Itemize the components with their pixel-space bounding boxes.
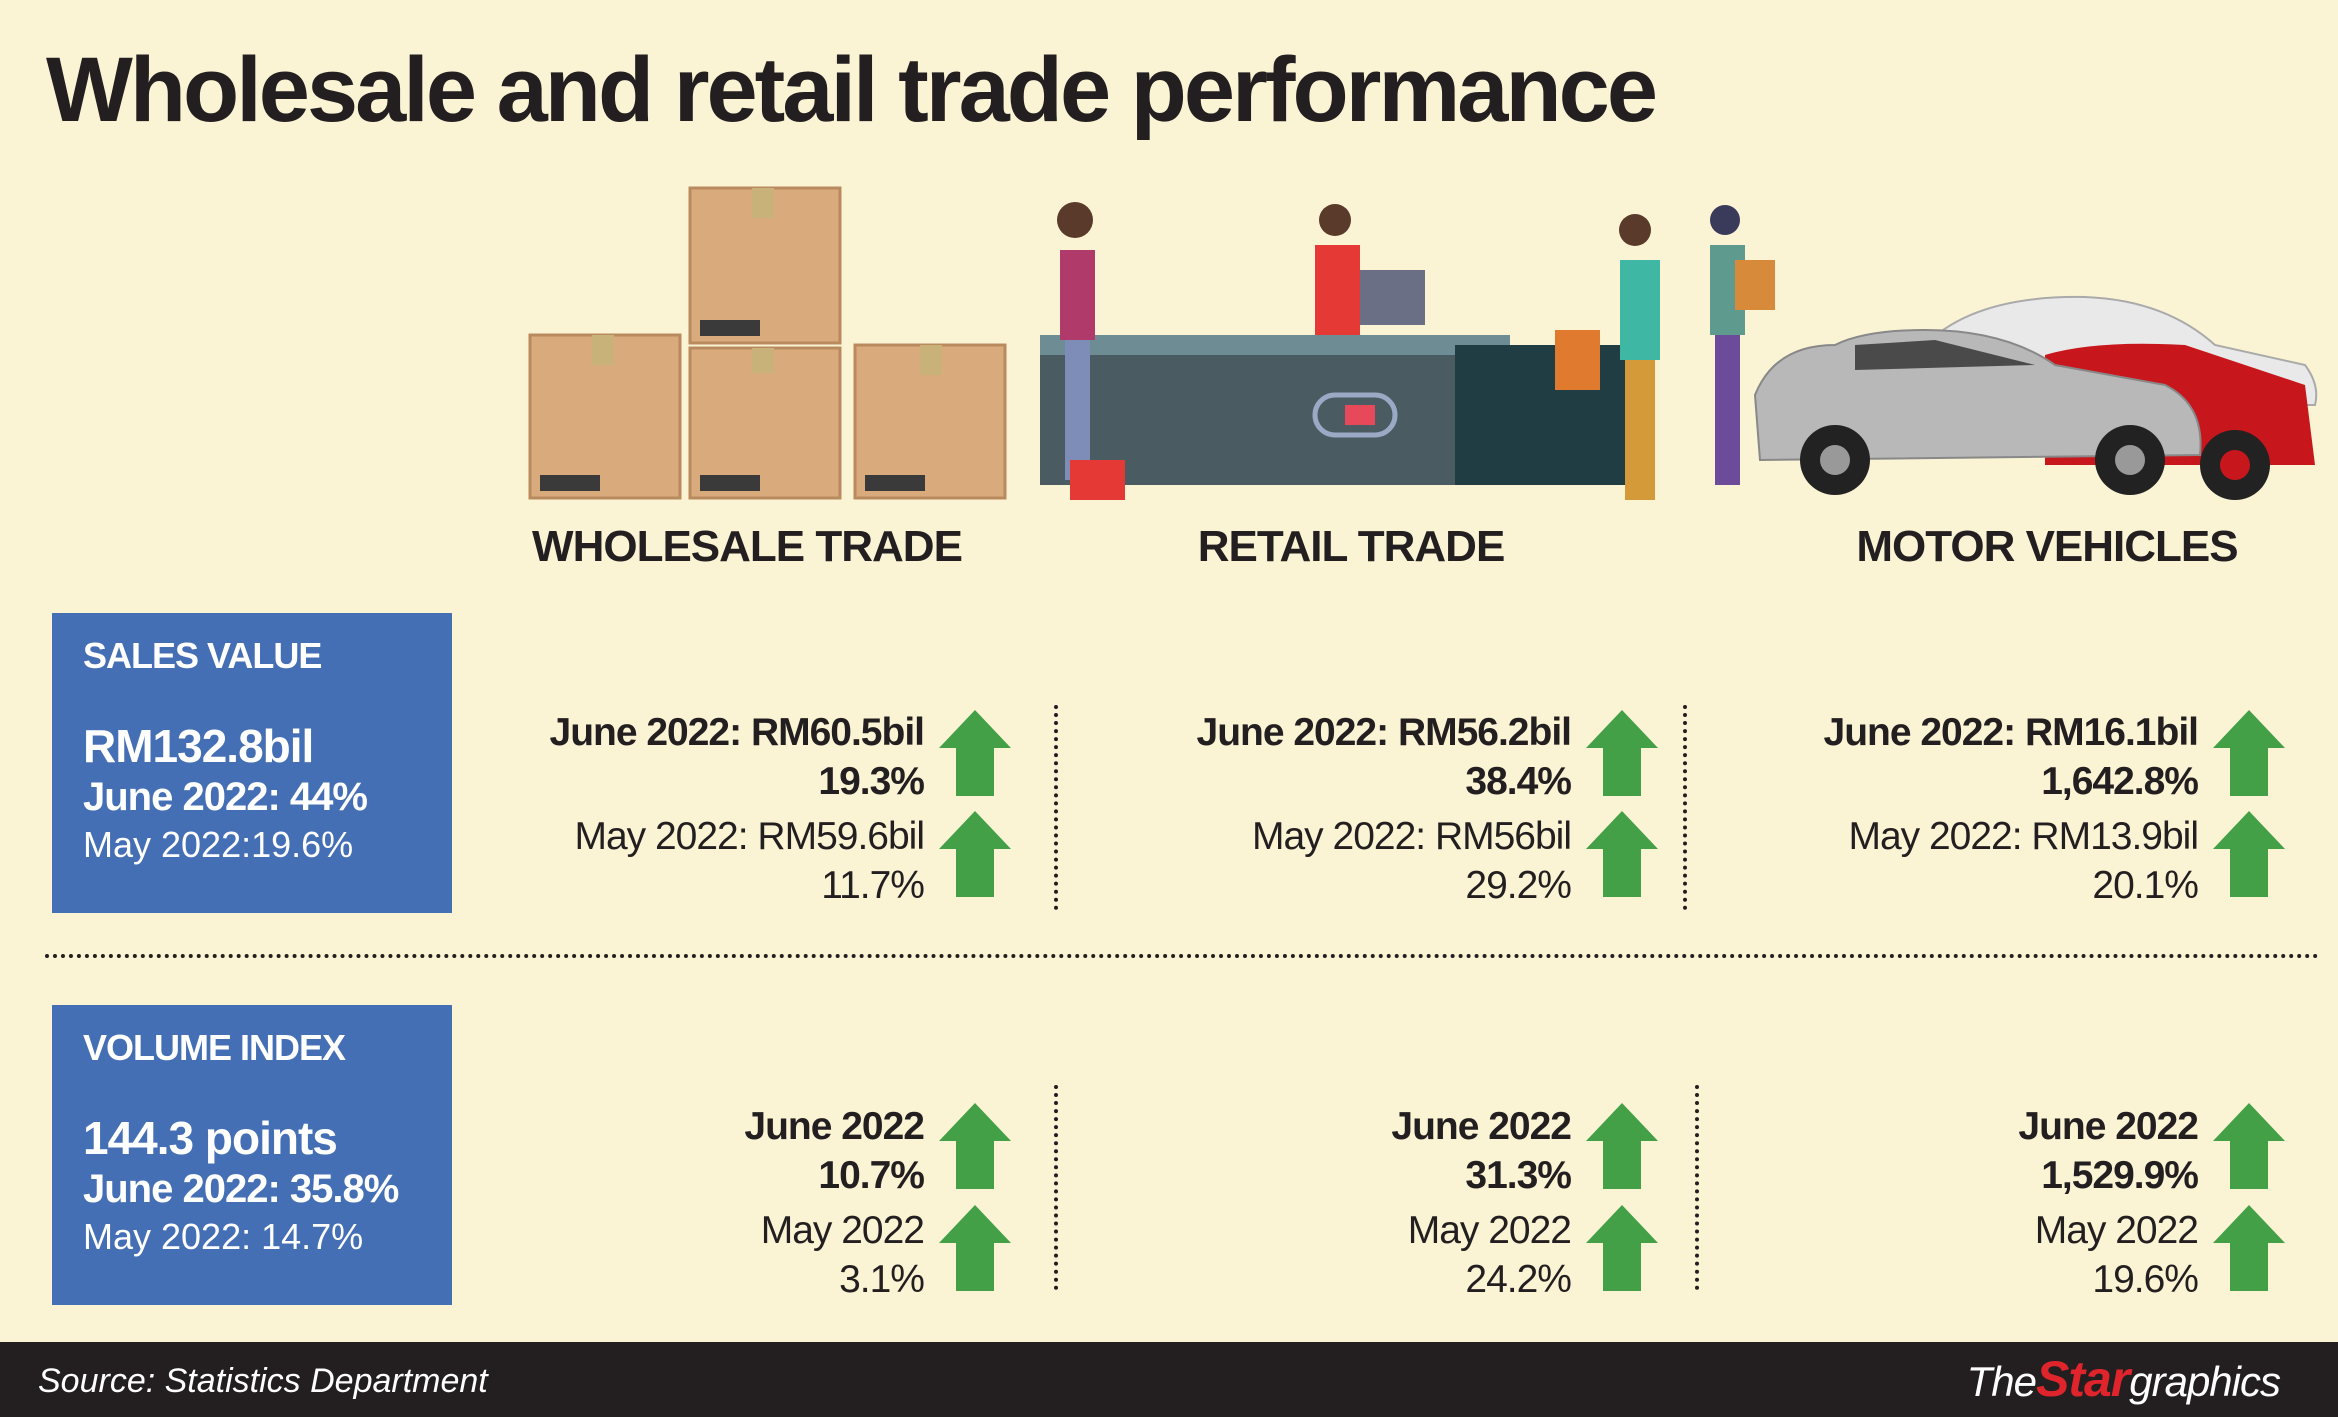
- june-value: June 2022: RM16.1bil: [1823, 711, 2200, 754]
- divider: [1054, 705, 1058, 910]
- retail-checkout-illustration: [1040, 202, 1775, 500]
- volume-index-label: VOLUME INDEX: [83, 1027, 346, 1068]
- june-pct: 31.3%: [1465, 1154, 1572, 1197]
- up-arrow-icon: [1586, 811, 1658, 897]
- header-wholesale-trade: WHOLESALE TRADE: [532, 522, 963, 571]
- footer-bar: [0, 1342, 2338, 1417]
- up-arrow-icon: [939, 710, 1011, 796]
- source-note: Source: Statistics Department: [38, 1362, 488, 1400]
- volume-index-may: May 2022: 14.7%: [83, 1216, 364, 1257]
- up-arrow-icon: [939, 811, 1011, 897]
- divider: [1695, 1085, 1699, 1290]
- up-arrow-icon: [2213, 811, 2285, 897]
- horizontal-divider: [45, 954, 2320, 958]
- page-title: Wholesale and retail trade performance: [46, 39, 1658, 141]
- up-arrow-icon: [1586, 1103, 1658, 1189]
- sales-retail: June 2022: RM56.2bil 38.4% May 2022: RM5…: [871, 708, 1573, 910]
- logo-star: Star: [2035, 1351, 2130, 1407]
- sales-wholesale: June 2022: RM60.5bil 19.3% May 2022: RM5…: [224, 708, 926, 910]
- may-pct: 19.6%: [2092, 1258, 2199, 1301]
- up-arrow-icon: [2213, 710, 2285, 796]
- up-arrow-icon: [2213, 1205, 2285, 1291]
- volume-index-total: 144.3 points: [83, 1112, 338, 1164]
- divider: [1683, 705, 1687, 910]
- may-pct: 20.1%: [2092, 864, 2199, 907]
- may-pct: 3.1%: [839, 1258, 925, 1301]
- up-arrow-icon: [939, 1103, 1011, 1189]
- may-value: May 2022: RM13.9bil: [1848, 815, 2199, 858]
- header-retail-trade: RETAIL TRADE: [1197, 522, 1506, 571]
- sales-motor: June 2022: RM16.1bil 1,642.8% May 2022: …: [1498, 708, 2200, 910]
- may-pct: 24.2%: [1465, 1258, 1572, 1301]
- sales-value-june: June 2022: 44%: [83, 775, 368, 819]
- may-label: May 2022: [2034, 1209, 2199, 1252]
- june-value: June 2022: RM56.2bil: [1196, 711, 1573, 754]
- cardboard-boxes-illustration: [528, 186, 1007, 500]
- june-label: June 2022: [2018, 1105, 2199, 1148]
- june-label: June 2022: [1391, 1105, 1572, 1148]
- motor-vehicles-illustration: [1753, 295, 2318, 500]
- volume-index-box: VOLUME INDEX 144.3 points June 2022: 35.…: [52, 1005, 452, 1305]
- thestar-graphics-logo: TheStargraphics: [1966, 1350, 2281, 1408]
- sales-value-total: RM132.8bil: [83, 720, 314, 772]
- may-value: May 2022: RM56bil: [1252, 815, 1572, 858]
- volume-motor: June 2022 1,529.9% May 2022 19.6%: [1498, 1102, 2199, 1304]
- sales-value-box: SALES VALUE RM132.8bil June 2022: 44% Ma…: [52, 613, 452, 913]
- may-value: May 2022: RM59.6bil: [574, 815, 925, 858]
- header-motor-vehicles: MOTOR VEHICLES: [1856, 522, 2238, 571]
- may-label: May 2022: [760, 1209, 925, 1252]
- volume-index-june: June 2022: 35.8%: [83, 1167, 399, 1211]
- sales-value-label: SALES VALUE: [83, 635, 322, 676]
- may-label: May 2022: [1407, 1209, 1572, 1252]
- up-arrow-icon: [939, 1205, 1011, 1291]
- up-arrow-icon: [1586, 1205, 1658, 1291]
- divider: [1054, 1085, 1058, 1290]
- volume-retail: June 2022 31.3% May 2022 24.2%: [871, 1102, 1572, 1304]
- june-pct: 1,642.8%: [2041, 760, 2199, 803]
- may-pct: 29.2%: [1465, 864, 1572, 907]
- june-pct: 19.3%: [818, 760, 925, 803]
- logo-the: The: [1966, 1358, 2037, 1405]
- june-value: June 2022: RM60.5bil: [549, 711, 926, 754]
- june-pct: 10.7%: [818, 1154, 925, 1197]
- sales-value-may: May 2022:19.6%: [83, 824, 354, 865]
- june-label: June 2022: [744, 1105, 925, 1148]
- may-pct: 11.7%: [821, 864, 925, 907]
- volume-wholesale: June 2022 10.7% May 2022 3.1%: [224, 1102, 925, 1304]
- june-pct: 1,529.9%: [2041, 1154, 2199, 1197]
- logo-graphics: graphics: [2129, 1358, 2281, 1405]
- up-arrow-icon: [2213, 1103, 2285, 1189]
- up-arrow-icon: [1586, 710, 1658, 796]
- june-pct: 38.4%: [1465, 760, 1572, 803]
